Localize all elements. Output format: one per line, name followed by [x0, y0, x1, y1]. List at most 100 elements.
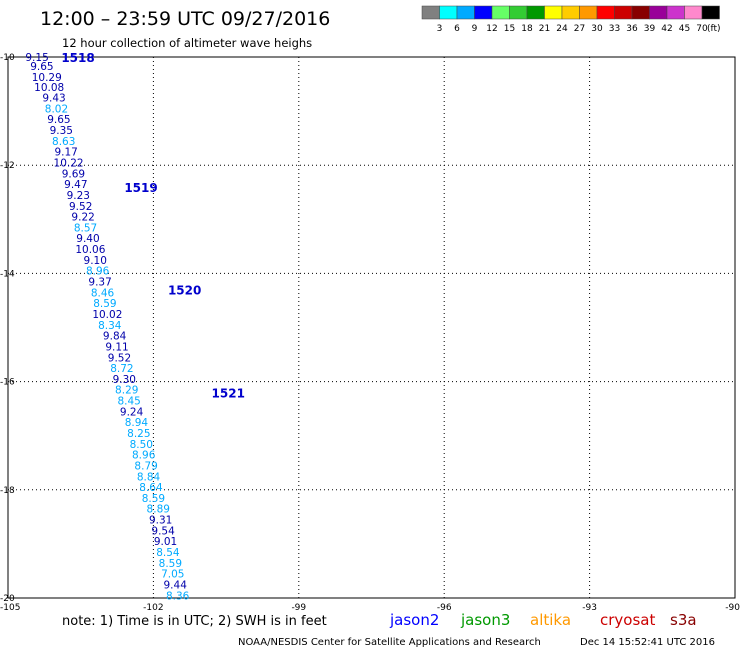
- legend-swatch: [509, 5, 528, 20]
- satellite-label: jason2: [389, 611, 439, 629]
- wave-height-value: 8.57: [74, 222, 97, 234]
- legend-label: 6: [454, 24, 460, 34]
- wave-height-value: 9.65: [47, 114, 70, 126]
- wave-height-value: 8.89: [147, 504, 170, 516]
- longitude-tick-label: -99: [291, 603, 306, 613]
- wave-height-value: 9.22: [71, 212, 94, 224]
- wave-height-value: 7.05: [161, 569, 184, 581]
- wave-height-value: 8.79: [134, 460, 157, 472]
- legend-label: 36: [626, 24, 638, 34]
- time-label: 1521: [212, 386, 245, 400]
- color-legend: 3 6 9 12 15 18 21 24 27 30 33 36 39 42 45 70 (ft): [421, 5, 721, 34]
- wave-height-value: 8.96: [132, 450, 156, 462]
- longitude-tick-label: -102: [143, 603, 163, 613]
- wave-height-value: 9.52: [69, 201, 92, 213]
- legend-label: 21: [539, 24, 550, 34]
- legend-label: 30: [591, 24, 603, 34]
- legend-swatch: [684, 5, 703, 20]
- wave-height-value: 9.11: [105, 341, 128, 353]
- wave-height-value: 8.59: [159, 558, 182, 570]
- wave-height-value: 8.02: [45, 103, 68, 115]
- legend-label: 3: [437, 24, 443, 34]
- credit-text: NOAA/NESDIS Center for Satellite Applica…: [238, 637, 541, 648]
- time-label: 1518: [61, 51, 94, 65]
- legend-label: 70: [696, 24, 708, 34]
- wave-height-value: 9.44: [164, 579, 188, 591]
- legend-label: 12: [486, 24, 497, 34]
- wave-height-value: 8.96: [86, 266, 110, 278]
- legend-label: 42: [661, 24, 672, 34]
- wave-height-value: 9.35: [50, 125, 73, 137]
- legend-swatch: [666, 5, 685, 20]
- wave-height-value: 9.24: [120, 406, 144, 418]
- legend-swatch: [631, 5, 650, 20]
- wave-height-value: 8.63: [52, 136, 75, 148]
- latitude-tick-label: -20: [0, 594, 15, 604]
- map-border: [7, 56, 736, 599]
- wave-height-value: 9.40: [76, 233, 99, 245]
- wave-height-value: 9.69: [62, 168, 85, 180]
- longitude-tick-label: -90: [725, 603, 740, 613]
- map-frame: [7, 56, 736, 599]
- legend-swatch: [439, 5, 458, 20]
- wave-height-value: 9.15: [25, 52, 48, 64]
- legend-swatch: [544, 5, 563, 20]
- legend-swatch: [491, 5, 510, 20]
- wave-height-value: 8.34: [98, 320, 122, 332]
- legend-swatch: [456, 5, 475, 20]
- legend-label: 33: [609, 24, 620, 34]
- legend-swatch: [614, 5, 633, 20]
- latitude-tick-label: -10: [0, 53, 15, 63]
- wave-height-value: 9.47: [64, 179, 87, 191]
- legend-label: 24: [556, 24, 568, 34]
- time-label: 1519: [124, 181, 157, 195]
- wave-height-value: 9.54: [151, 525, 175, 537]
- wave-height-value: 10.06: [75, 244, 105, 256]
- legend-swatch: [579, 5, 598, 20]
- wave-height-value: 9.01: [154, 536, 177, 548]
- time-label: 1520: [168, 284, 201, 298]
- wave-height-value: 8.72: [110, 363, 133, 375]
- page-title: 12:00 – 23:59 UTC 09/27/2016: [40, 8, 330, 30]
- legend-label: 9: [472, 24, 478, 34]
- satellite-legend: jason2 jason3 altika cryosat s3a: [389, 611, 697, 629]
- legend-label: 39: [644, 24, 656, 34]
- wave-height-value: 8.46: [91, 287, 115, 299]
- legend-swatch: [561, 5, 580, 20]
- wave-height-value: 9.23: [67, 190, 90, 202]
- satellite-label: jason3: [460, 611, 510, 629]
- legend-swatch: [596, 5, 615, 20]
- wave-height-value: 8.59: [93, 298, 116, 310]
- wave-height-value: 10.29: [32, 72, 62, 84]
- latitude-labels: -10 -12 -14 -16 -18 -20: [0, 53, 15, 604]
- wave-height-value: 8.29: [115, 385, 138, 397]
- longitude-labels: -105 -102 -99 -96 -93 -90: [0, 603, 740, 613]
- wave-height-value: 9.52: [108, 352, 131, 364]
- wave-height-value: 8.59: [142, 493, 165, 505]
- wave-height-value: 10.02: [92, 309, 122, 321]
- latitude-tick-label: -18: [0, 486, 15, 496]
- wave-height-value: 9.37: [88, 277, 111, 289]
- longitude-tick-label: -96: [437, 603, 452, 613]
- wave-height-value: 9.30: [113, 374, 136, 386]
- wave-height-value: 8.84: [137, 471, 161, 483]
- longitude-tick-label: -105: [0, 603, 20, 613]
- legend-swatch: [701, 5, 720, 20]
- footer-note: note: 1) Time is in UTC; 2) SWH is in fe…: [62, 614, 327, 629]
- wave-height-value: 10.22: [54, 157, 84, 169]
- wave-height-value: 8.25: [127, 428, 150, 440]
- wave-height-value: 8.64: [139, 482, 163, 494]
- satellite-label: s3a: [670, 611, 697, 629]
- latitude-tick-label: -12: [0, 161, 15, 171]
- time-labels: 1518 1519 1520 1521: [61, 51, 245, 400]
- legend-swatch: [649, 5, 668, 20]
- wave-height-value: 8.50: [130, 439, 153, 451]
- legend-label: 27: [574, 24, 585, 34]
- longitude-tick-label: -93: [582, 603, 597, 613]
- page-subtitle: 12 hour collection of altimeter wave hei…: [62, 36, 312, 50]
- wave-height-value: 9.84: [103, 331, 127, 343]
- observation-labels: 9.159.6510.2910.089.438.029.659.358.639.…: [25, 52, 189, 602]
- wave-height-value: 9.17: [54, 147, 77, 159]
- wave-height-value: 9.31: [149, 515, 172, 527]
